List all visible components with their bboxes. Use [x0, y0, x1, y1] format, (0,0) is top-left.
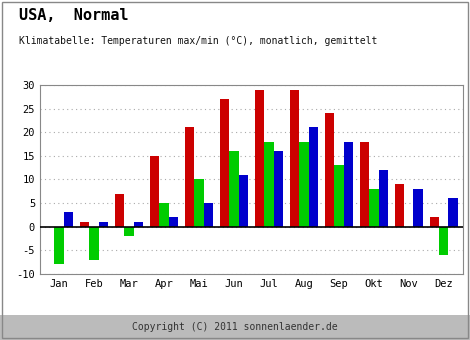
- Bar: [169, 217, 178, 226]
- Bar: [115, 193, 125, 226]
- Bar: [264, 142, 274, 226]
- Bar: [360, 142, 369, 226]
- Bar: [395, 184, 404, 226]
- Bar: [220, 99, 229, 226]
- Bar: [255, 90, 264, 226]
- Bar: [299, 142, 309, 226]
- Bar: [185, 128, 194, 226]
- Bar: [194, 180, 204, 226]
- Bar: [369, 189, 378, 226]
- Bar: [414, 189, 423, 226]
- Bar: [309, 128, 318, 226]
- Bar: [274, 151, 283, 226]
- Bar: [134, 222, 143, 226]
- Bar: [344, 142, 353, 226]
- Text: USA,  Normal: USA, Normal: [19, 8, 128, 23]
- Bar: [150, 156, 159, 226]
- Bar: [159, 203, 169, 226]
- Bar: [378, 170, 388, 226]
- Text: Klimatabelle: Temperaturen max/min (°C), monatlich, gemittelt: Klimatabelle: Temperaturen max/min (°C),…: [19, 36, 377, 46]
- Bar: [55, 226, 64, 264]
- Bar: [439, 226, 448, 255]
- Bar: [229, 151, 239, 226]
- Bar: [204, 203, 213, 226]
- Bar: [290, 90, 299, 226]
- Bar: [89, 226, 99, 259]
- Bar: [80, 222, 89, 226]
- Bar: [430, 217, 439, 226]
- Bar: [239, 175, 248, 226]
- Text: Copyright (C) 2011 sonnenlaender.de: Copyright (C) 2011 sonnenlaender.de: [132, 322, 338, 332]
- Bar: [99, 222, 108, 226]
- Bar: [325, 113, 334, 226]
- Bar: [125, 226, 134, 236]
- Bar: [334, 165, 344, 226]
- Bar: [448, 198, 458, 226]
- Legend: Temperatur max (°C), Temperatur min (°C), Wasser (°C): Temperatur max (°C), Temperatur min (°C)…: [67, 320, 436, 338]
- Bar: [64, 212, 73, 226]
